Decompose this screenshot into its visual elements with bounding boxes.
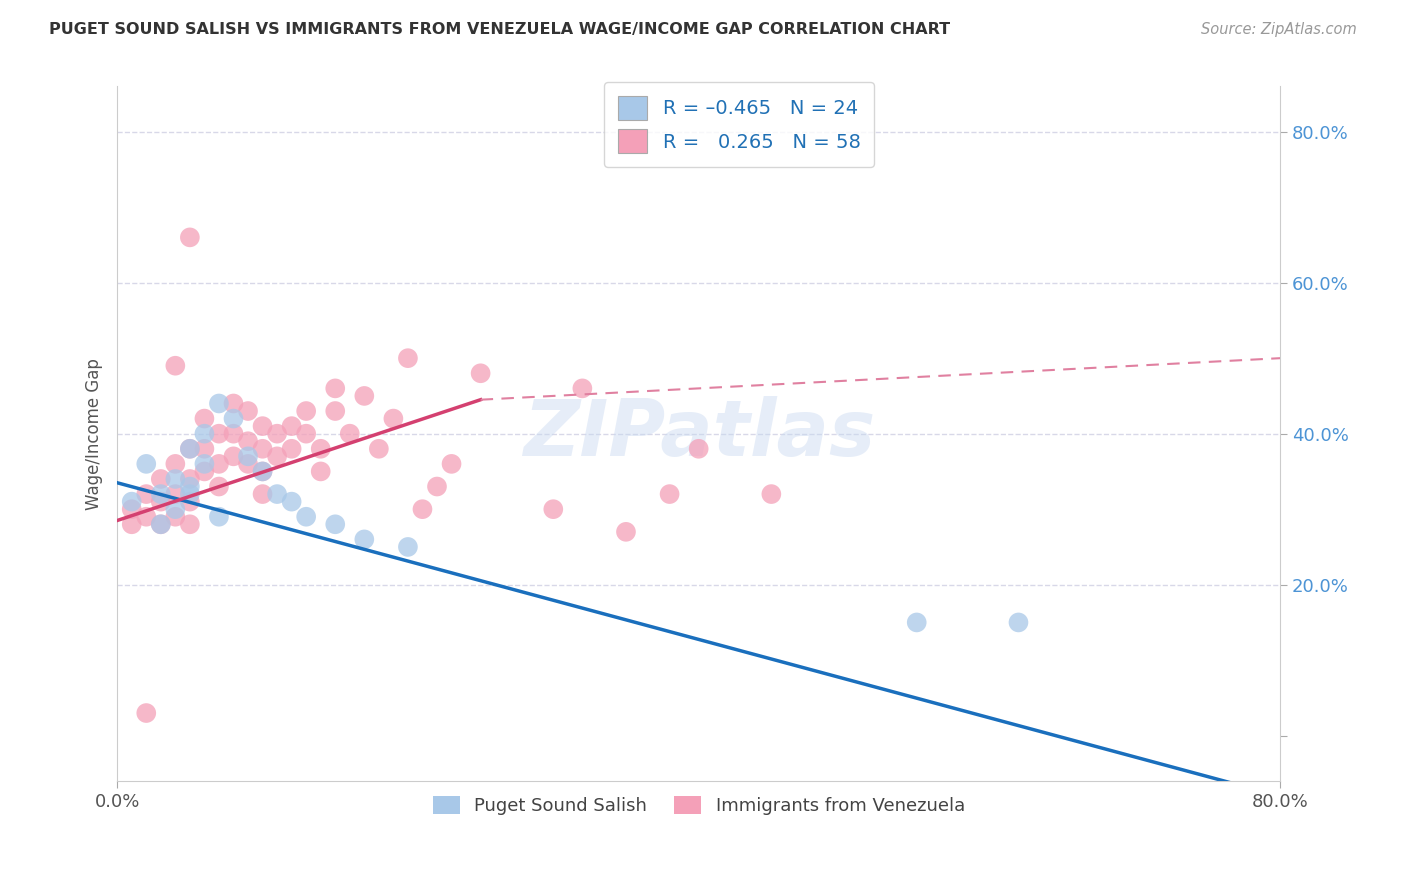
Point: [761, 487, 783, 501]
Point: [193, 426, 215, 441]
Point: [1007, 615, 1029, 630]
Point: [382, 411, 405, 425]
Point: [252, 487, 274, 501]
Point: [135, 487, 157, 501]
Point: [165, 502, 187, 516]
Point: [280, 442, 302, 456]
Point: [179, 230, 201, 244]
Point: [339, 426, 361, 441]
Point: [179, 442, 201, 456]
Point: [165, 487, 187, 501]
Point: [179, 479, 201, 493]
Point: [470, 366, 492, 380]
Point: [323, 517, 346, 532]
Point: [165, 359, 187, 373]
Text: PUGET SOUND SALISH VS IMMIGRANTS FROM VENEZUELA WAGE/INCOME GAP CORRELATION CHAR: PUGET SOUND SALISH VS IMMIGRANTS FROM VE…: [49, 22, 950, 37]
Point: [165, 472, 187, 486]
Point: [614, 524, 637, 539]
Point: [121, 517, 143, 532]
Point: [121, 494, 143, 508]
Point: [121, 502, 143, 516]
Point: [208, 457, 231, 471]
Point: [309, 442, 332, 456]
Point: [252, 419, 274, 434]
Point: [353, 533, 375, 547]
Point: [222, 411, 245, 425]
Text: ZIPatlas: ZIPatlas: [523, 396, 875, 472]
Point: [280, 419, 302, 434]
Point: [222, 396, 245, 410]
Point: [165, 457, 187, 471]
Point: [149, 517, 172, 532]
Point: [309, 465, 332, 479]
Point: [149, 472, 172, 486]
Point: [193, 465, 215, 479]
Point: [208, 426, 231, 441]
Point: [208, 396, 231, 410]
Point: [208, 479, 231, 493]
Point: [353, 389, 375, 403]
Point: [193, 442, 215, 456]
Point: [236, 434, 259, 449]
Point: [658, 487, 681, 501]
Point: [236, 404, 259, 418]
Y-axis label: Wage/Income Gap: Wage/Income Gap: [86, 358, 103, 509]
Point: [179, 494, 201, 508]
Point: [252, 442, 274, 456]
Point: [179, 442, 201, 456]
Point: [135, 706, 157, 720]
Point: [193, 457, 215, 471]
Point: [149, 517, 172, 532]
Point: [411, 502, 433, 516]
Point: [396, 351, 419, 366]
Point: [426, 479, 449, 493]
Point: [905, 615, 928, 630]
Legend: Puget Sound Salish, Immigrants from Venezuela: Puget Sound Salish, Immigrants from Vene…: [423, 787, 974, 824]
Point: [295, 404, 318, 418]
Point: [367, 442, 389, 456]
Point: [193, 411, 215, 425]
Point: [222, 450, 245, 464]
Point: [440, 457, 463, 471]
Point: [688, 442, 710, 456]
Point: [252, 465, 274, 479]
Point: [295, 426, 318, 441]
Point: [543, 502, 565, 516]
Point: [266, 426, 288, 441]
Point: [179, 517, 201, 532]
Point: [149, 487, 172, 501]
Point: [179, 472, 201, 486]
Point: [179, 487, 201, 501]
Point: [252, 465, 274, 479]
Point: [266, 450, 288, 464]
Point: [323, 404, 346, 418]
Point: [149, 494, 172, 508]
Point: [222, 426, 245, 441]
Point: [135, 509, 157, 524]
Point: [165, 509, 187, 524]
Text: Source: ZipAtlas.com: Source: ZipAtlas.com: [1201, 22, 1357, 37]
Point: [266, 487, 288, 501]
Point: [571, 381, 593, 395]
Point: [323, 381, 346, 395]
Point: [295, 509, 318, 524]
Point: [208, 509, 231, 524]
Point: [236, 457, 259, 471]
Point: [135, 457, 157, 471]
Point: [280, 494, 302, 508]
Point: [236, 450, 259, 464]
Point: [396, 540, 419, 554]
